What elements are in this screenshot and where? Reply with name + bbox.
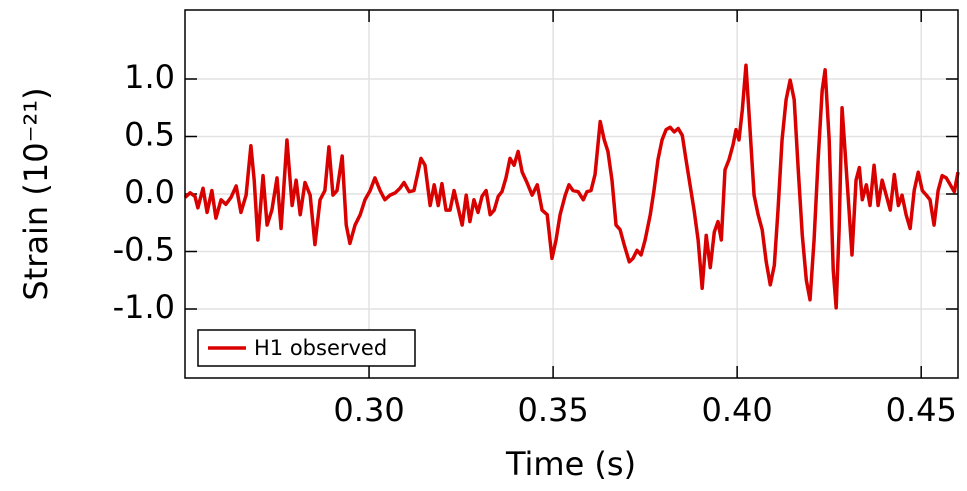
data-line [183, 63, 960, 310]
y-tick-label: 0.5 [124, 116, 175, 154]
y-tick-label: -1.0 [113, 288, 175, 326]
legend: H1 observed [197, 329, 416, 367]
plot-frame [184, 9, 959, 379]
x-tick-label: 0.30 [333, 391, 404, 429]
y-tick-label: 1.0 [124, 58, 175, 96]
x-tick-label: 0.35 [517, 391, 588, 429]
x-tick-label: 0.40 [702, 391, 773, 429]
y-tick-label: -0.5 [113, 231, 175, 269]
legend-label: H1 observed [254, 336, 387, 360]
x-axis-label: Time (s) [505, 445, 636, 483]
y-axis-label: Strain (10⁻²¹) [17, 87, 55, 300]
y-tick-label: 0.0 [124, 173, 175, 211]
x-tick-label: 0.45 [886, 391, 957, 429]
